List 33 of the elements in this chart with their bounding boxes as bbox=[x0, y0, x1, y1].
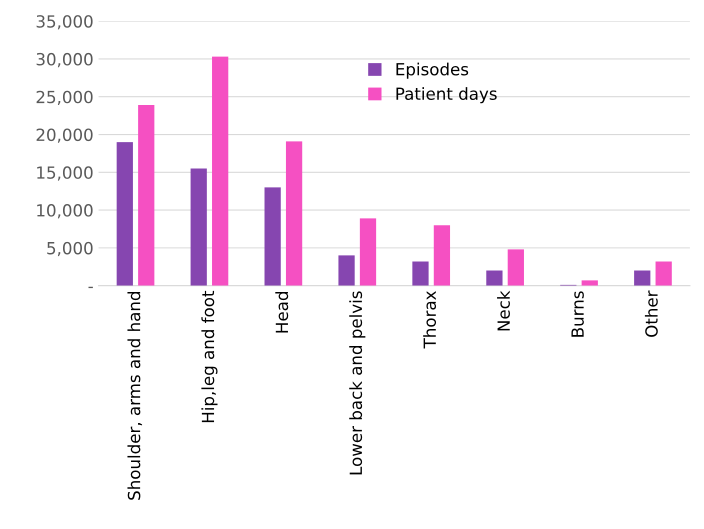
bar bbox=[582, 280, 598, 286]
bar bbox=[138, 105, 154, 286]
bar bbox=[656, 261, 672, 286]
x-tick-label: Shoulder, arms and hand bbox=[127, 292, 142, 500]
x-tick-label: Neck bbox=[497, 290, 510, 330]
y-tick-label: 25,000 bbox=[36, 90, 93, 105]
bar bbox=[508, 249, 524, 286]
y-tick-label: 20,000 bbox=[36, 128, 93, 143]
bar bbox=[434, 225, 450, 286]
x-tick-label: Burns bbox=[571, 291, 584, 337]
bar bbox=[212, 56, 228, 286]
bar bbox=[486, 270, 503, 286]
y-tick-label: 5,000 bbox=[47, 242, 93, 256]
x-tick-label: Hip,leg and foot bbox=[201, 290, 218, 422]
y-tick-label: 15,000 bbox=[37, 166, 93, 181]
bar bbox=[116, 142, 133, 286]
x-tick-label: Head bbox=[275, 292, 288, 332]
y-tick-label: - bbox=[88, 286, 93, 288]
y-tick-label: 10,000 bbox=[37, 204, 93, 218]
bar bbox=[360, 218, 376, 286]
bar bbox=[412, 261, 429, 286]
bar bbox=[264, 187, 281, 286]
x-tick-label: Lower back and pelvis bbox=[349, 291, 366, 474]
y-tick-label: 30,000 bbox=[36, 52, 93, 68]
bar bbox=[286, 141, 302, 286]
legend-label: Episodes bbox=[396, 62, 468, 79]
y-tick-label: 35,000 bbox=[36, 15, 93, 30]
bar bbox=[190, 168, 207, 286]
x-tick-label: Thorax bbox=[423, 291, 436, 348]
bar bbox=[634, 270, 650, 286]
x-tick-label: Other bbox=[644, 290, 658, 337]
legend-label: Patient days bbox=[396, 87, 497, 104]
bar bbox=[338, 255, 355, 286]
